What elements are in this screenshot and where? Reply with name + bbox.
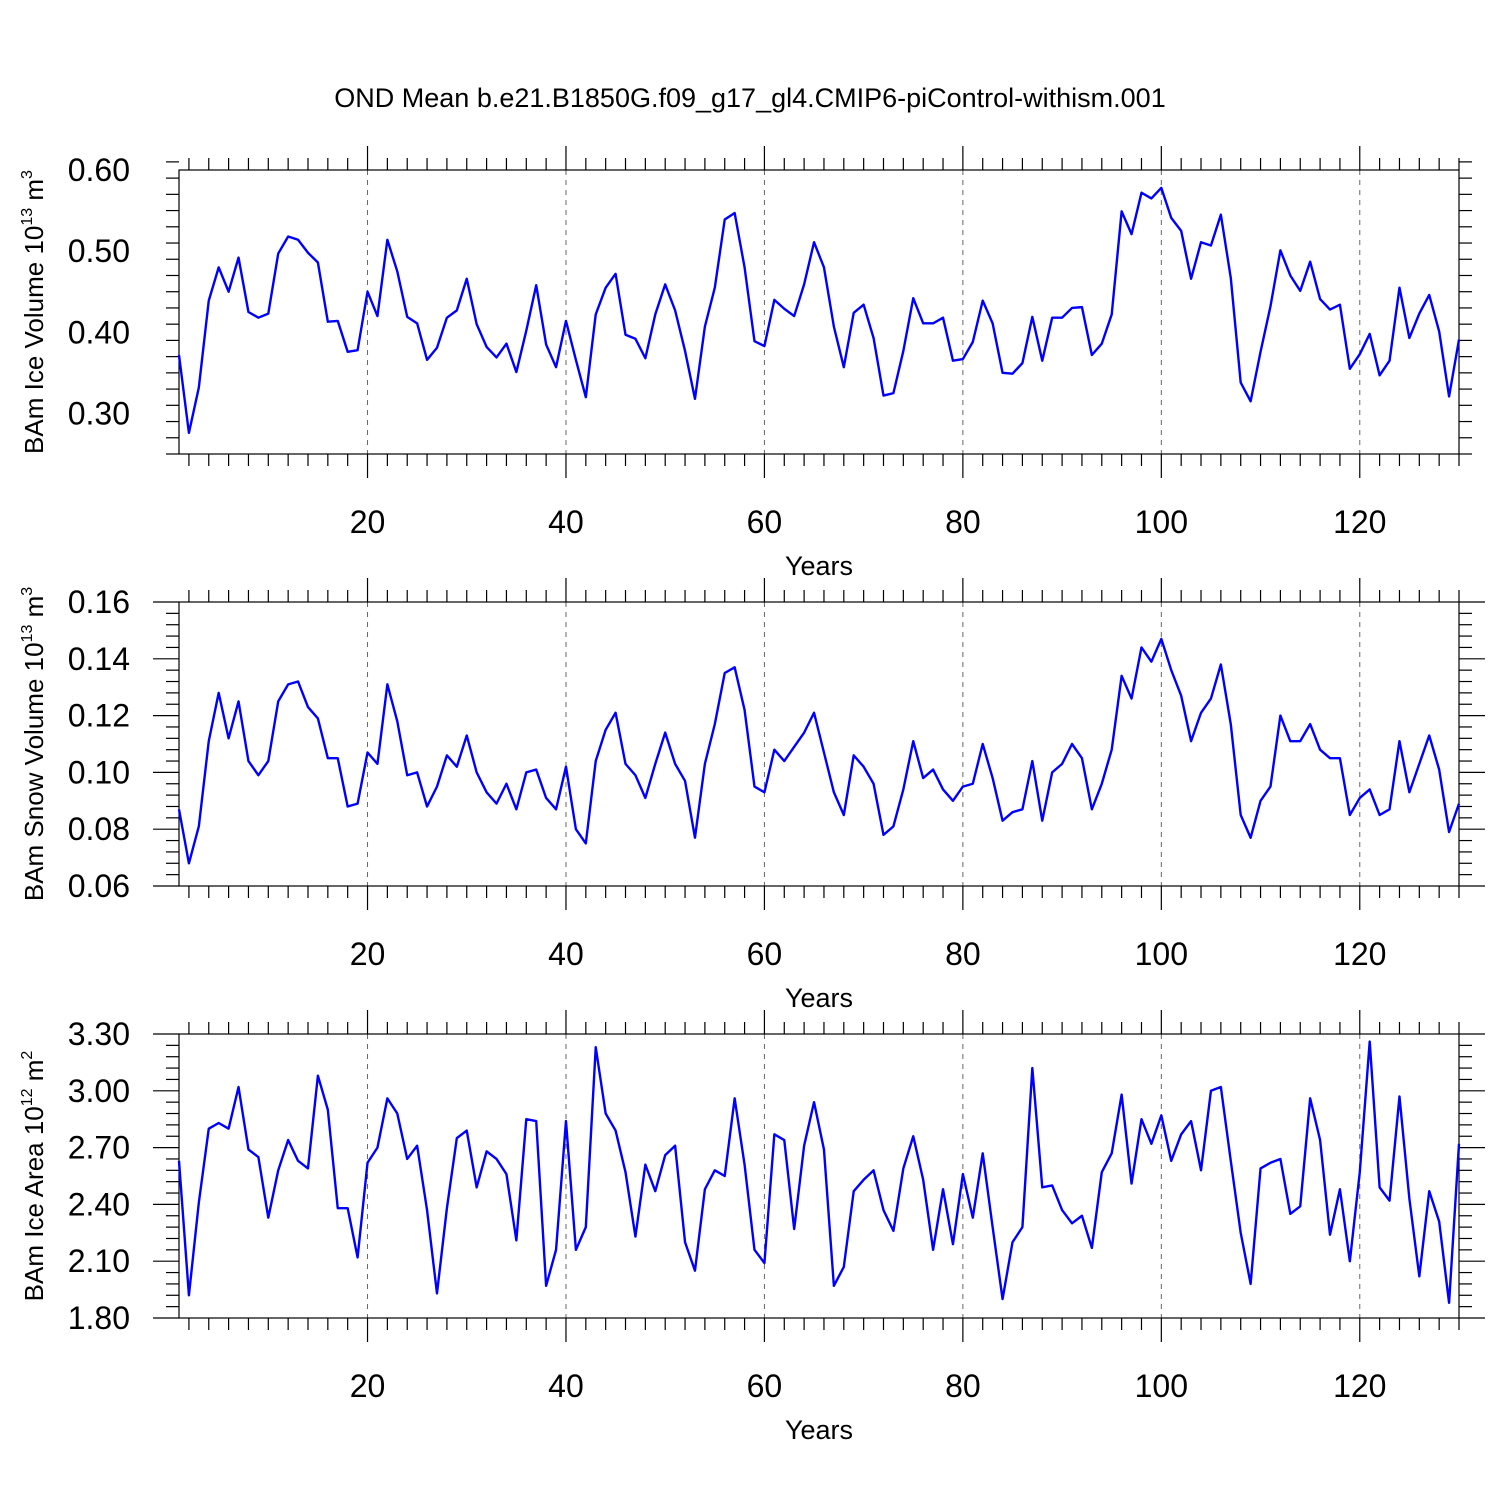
y-axis-label-part: 12 [19,1088,36,1106]
x-tick-label-40: 40 [548,1368,584,1404]
y-tick-label: 0.50 [68,233,130,269]
x-tick-label-100: 100 [1135,504,1188,540]
y-tick-label: 0.30 [68,395,130,431]
y-axis-label-part: 2 [19,1051,36,1060]
x-tick-label-20: 20 [350,936,386,972]
y-axis-label: BAm Snow Volume 1013 m3 [19,587,49,901]
panel-ice-volume: 20 40 60 80 100 120 0.30 0.40 0.50 0.60 Years BAm I… [19,146,1472,581]
x-tick-label-120: 120 [1333,936,1386,972]
series-line-ice-area [177,1040,1461,1305]
x-axis-label: Years [785,551,853,581]
x-tick-label-40: 40 [548,504,584,540]
x-tick-label-20: 20 [350,1368,386,1404]
y-tick-label: 1.80 [68,1300,130,1336]
panel-snow-volume: 20 40 60 80 100 120 0.06 0.08 0.10 0.12 0.14 0.16 Ye… [19,578,1485,1013]
x-axis-label: Years [785,1415,853,1445]
x-tick-label-100: 100 [1135,936,1188,972]
x-tick-label-80: 80 [945,504,981,540]
y-axis-label-part: 13 [19,625,36,643]
x-tick-label-100: 100 [1135,1368,1188,1404]
plot-frame [178,169,1460,455]
x-tick-label-60: 60 [747,504,783,540]
y-tick-label: 0.06 [68,868,130,904]
y-tick-label: 2.10 [68,1243,130,1279]
x-tick-label-40: 40 [548,936,584,972]
y-axis-label-part: 13 [19,208,36,226]
y-axis-label-part: m [19,179,49,208]
y-axis-label: BAm Ice Area 1012 m2 [19,1051,49,1302]
y-axis-label-part: BAm Snow Volume 10 [19,642,49,901]
x-tick-label-60: 60 [747,1368,783,1404]
plot-frame [178,1033,1460,1319]
x-tick-label-80: 80 [945,936,981,972]
y-axis-label-part: 3 [19,170,36,179]
y-tick-label: 0.60 [68,152,130,188]
chart-title: OND Mean b.e21.B1850G.f09_g17_gl4.CMIP6-… [334,83,1165,113]
x-tick-label-80: 80 [945,1368,981,1404]
plot-frame [178,601,1460,887]
y-axis-label-part: 3 [19,587,36,596]
y-axis-label-part: BAm Ice Area 10 [19,1106,49,1301]
y-tick-label: 0.16 [68,584,130,620]
panel-ice-area: 20 40 60 80 100 120 1.80 2.10 2.40 2.70 3.00 3.30 Ye… [19,1010,1485,1445]
y-tick-label: 0.40 [68,314,130,350]
y-tick-label: 3.00 [68,1073,130,1109]
x-tick-label-60: 60 [747,936,783,972]
y-axis-label-part: BAm Ice Volume 10 [19,226,49,454]
x-tick-label-120: 120 [1333,504,1386,540]
y-axis-label: BAm Ice Volume 1013 m3 [19,170,49,454]
y-tick-label: 3.30 [68,1016,130,1052]
x-tick-label-20: 20 [350,504,386,540]
y-tick-label: 0.12 [68,698,130,734]
series-line-snow-volume [177,637,1461,865]
y-tick-label: 2.70 [68,1130,130,1166]
x-tick-label-120: 120 [1333,1368,1386,1404]
y-axis-label-part: m [19,1060,49,1089]
y-tick-label: 0.10 [68,754,130,790]
y-axis-label-part: m [19,596,49,625]
y-tick-label: 0.14 [68,641,130,677]
y-tick-label: 2.40 [68,1186,130,1222]
series-line-ice-volume [177,186,1461,435]
x-axis-label: Years [785,983,853,1013]
y-tick-label: 0.08 [68,811,130,847]
